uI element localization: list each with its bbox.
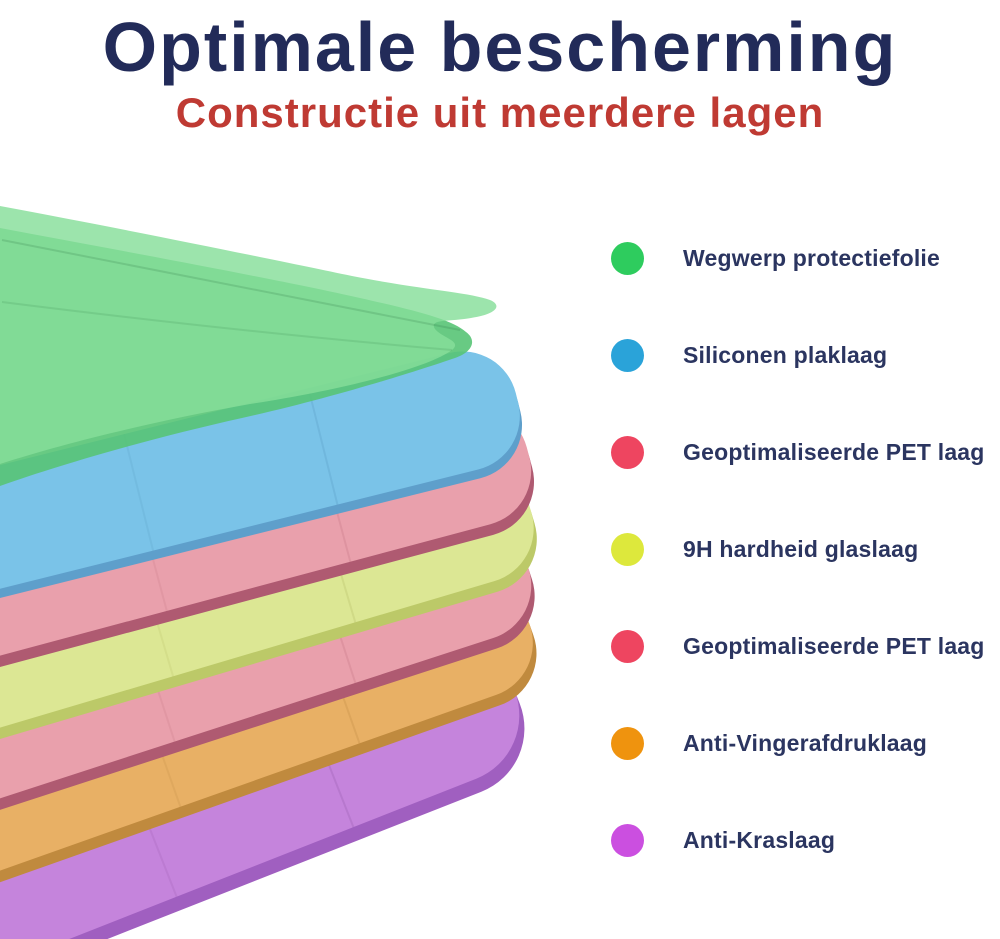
legend-item: Geoptimaliseerde PET laag bbox=[611, 598, 1000, 695]
legend-item-label: 9H hardheid glaslaag bbox=[683, 536, 919, 562]
legend-item: Wegwerp protectiefolie bbox=[611, 210, 1000, 307]
layer-sheet-siliconen-plaklaag bbox=[0, 351, 523, 676]
yellow-dot-icon bbox=[611, 533, 644, 566]
legend-item-label: Wegwerp protectiefolie bbox=[683, 245, 941, 271]
layer-sheet-protectiefolie-voor bbox=[0, 206, 497, 464]
red-dot-icon bbox=[611, 630, 644, 663]
layer-stack-illustration bbox=[0, 206, 537, 939]
legend-item-label: Geoptimaliseerde PET laag bbox=[683, 633, 985, 659]
film-crease-line bbox=[1, 301, 453, 351]
legend-item-label: Siliconen plaklaag bbox=[683, 342, 888, 368]
legend-item: Geoptimaliseerde PET laag bbox=[611, 404, 1000, 501]
film-crease-line bbox=[1, 239, 461, 331]
green-dot-icon bbox=[611, 242, 644, 275]
legend-item: Anti-Kraslaag bbox=[611, 792, 1000, 889]
legend-item: 9H hardheid glaslaag bbox=[611, 501, 1000, 598]
orange-dot-icon bbox=[611, 727, 644, 760]
legend-item: Siliconen plaklaag bbox=[611, 307, 1000, 404]
legend-item-label: Geoptimaliseerde PET laag bbox=[683, 439, 985, 465]
legend-item-label: Anti-Vingerafdruklaag bbox=[683, 730, 928, 756]
purple-dot-icon bbox=[611, 824, 644, 857]
page-subtitle: Constructie uit meerdere lagen bbox=[175, 89, 825, 136]
red-dot-icon bbox=[611, 436, 644, 469]
legend-item: Anti-Vingerafdruklaag bbox=[611, 695, 1000, 792]
page-title: Optimale bescherming bbox=[102, 8, 898, 86]
blue-dot-icon bbox=[611, 339, 644, 372]
legend-item-label: Anti-Kraslaag bbox=[683, 827, 836, 853]
layer-legend: Wegwerp protectiefolie Siliconen plaklaa… bbox=[611, 210, 1000, 889]
header: Optimale bescherming Constructie uit mee… bbox=[0, 0, 1000, 136]
